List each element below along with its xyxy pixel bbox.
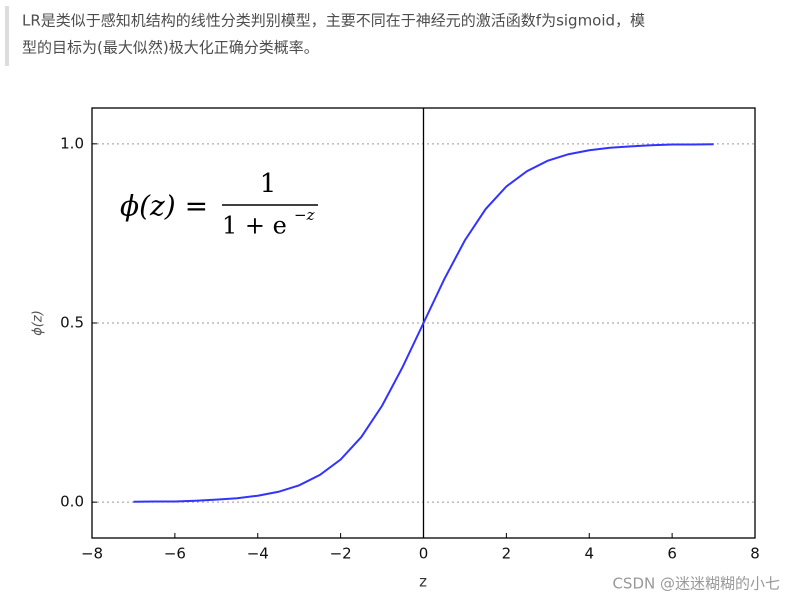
y-tick-label: 0.5 [60, 314, 84, 332]
quote-line: 型的目标为(最大似然)极大化正确分类概率。 [22, 39, 319, 57]
plot-frame [91, 107, 756, 539]
formula-lhs: ϕ(z) = [120, 190, 208, 223]
y-tick-label: 0.0 [60, 493, 84, 511]
x-tick-label: −4 [247, 545, 269, 563]
x-tick-label: 0 [419, 545, 429, 563]
x-tick-label: 2 [502, 545, 512, 563]
x-tick-label: −2 [330, 545, 352, 563]
x-tick-label: 4 [584, 545, 594, 563]
formula-exponent: −z [294, 206, 315, 224]
quote-border [5, 6, 9, 66]
x-tick-label: 8 [750, 545, 760, 563]
x-tick-label: 6 [667, 545, 677, 563]
x-axis-label: z [419, 573, 427, 591]
x-tick-label: −6 [164, 545, 186, 563]
watermark: CSDN @迷迷糊糊的小七 [612, 575, 780, 593]
formula-denominator: 1 + e [222, 212, 287, 240]
y-axis-label: ϕ(z) [31, 310, 46, 336]
x-tick-label: −8 [81, 545, 103, 563]
y-tick-label: 1.0 [60, 134, 84, 152]
quote-line: LR是类似于感知机结构的线性分类判别模型，主要不同在于神经元的激活函数f为sig… [22, 12, 645, 30]
formula-numerator: 1 [260, 169, 277, 199]
line-series [133, 143, 714, 503]
